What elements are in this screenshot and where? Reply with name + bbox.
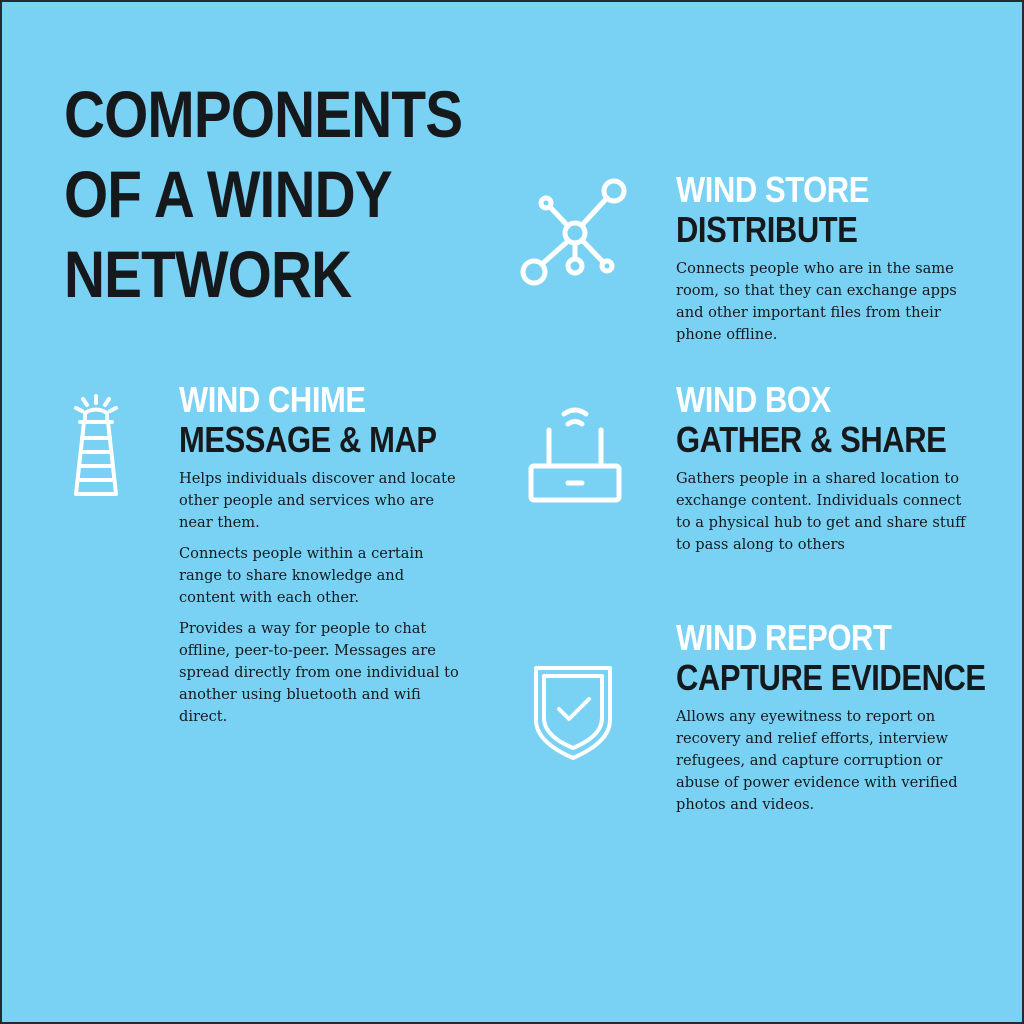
router-icon bbox=[528, 404, 622, 504]
component-name: WIND BOX bbox=[676, 379, 831, 420]
component-wind-box: WIND BOX GATHER & SHARE Gathers people i… bbox=[676, 380, 976, 556]
component-description: Gathers people in a shared location to e… bbox=[676, 470, 966, 553]
lighthouse-icon bbox=[70, 394, 122, 498]
component-description: Helps individuals discover and locate ot… bbox=[179, 470, 456, 531]
component-name: WIND CHIME bbox=[179, 379, 366, 420]
component-subtitle: GATHER & SHARE bbox=[676, 419, 947, 460]
component-subtitle: DISTRIBUTE bbox=[676, 209, 858, 250]
component-wind-store: WIND STORE DISTRIBUTE Connects people wh… bbox=[676, 170, 976, 346]
component-description: Allows any eyewitness to report on recov… bbox=[676, 708, 958, 813]
component-description: Connects people within a certain range t… bbox=[179, 545, 424, 606]
component-subtitle: CAPTURE EVIDENCE bbox=[676, 657, 986, 698]
page-title: COMPONENTS OF A WINDY NETWORK bbox=[64, 77, 463, 311]
component-description: Connects people who are in the same room… bbox=[676, 260, 957, 343]
component-description: Provides a way for people to chat offlin… bbox=[179, 620, 459, 725]
shield-check-icon bbox=[532, 662, 614, 762]
component-subtitle: MESSAGE & MAP bbox=[179, 419, 437, 460]
component-wind-report: WIND REPORT CAPTURE EVIDENCE Allows any … bbox=[676, 617, 986, 816]
component-name: WIND STORE bbox=[676, 169, 869, 210]
component-name: WIND REPORT bbox=[676, 617, 892, 658]
component-wind-chime: WIND CHIME MESSAGE & MAP Helps individua… bbox=[179, 380, 461, 728]
network-nodes-icon bbox=[518, 176, 632, 288]
